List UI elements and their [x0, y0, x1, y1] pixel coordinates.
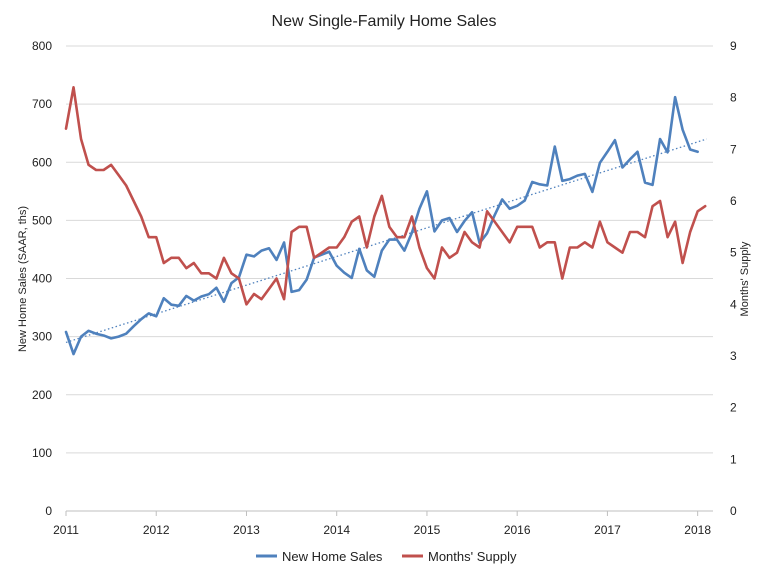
y-axis-right: 0 1 2 3 4 5 6 7 8 9	[730, 39, 737, 518]
y-left-tick-label: 800	[32, 39, 52, 53]
y-right-tick-label: 8	[730, 91, 737, 105]
y-right-tick-label: 1	[730, 452, 737, 466]
series-months-supply-line	[64, 86, 707, 306]
y-right-tick-label: 3	[730, 349, 737, 363]
x-tick-label: 2017	[594, 523, 621, 537]
y-axis-left-title: New Home Sales (SAAR, ths)	[17, 206, 29, 352]
y-left-tick-label: 400	[32, 272, 52, 286]
y-right-tick-label: 0	[730, 504, 737, 518]
legend: New Home Sales Months' Supply	[256, 549, 517, 564]
y-right-tick-label: 5	[730, 246, 737, 260]
gridlines	[66, 45, 713, 512]
y-left-tick-label: 600	[32, 155, 52, 169]
y-right-tick-label: 6	[730, 194, 737, 208]
x-tick-label: 2012	[143, 523, 170, 537]
x-tick-label: 2016	[504, 523, 531, 537]
series-layer	[64, 86, 707, 356]
y-right-tick-label: 9	[730, 39, 737, 53]
chart-title: New Single-Family Home Sales	[272, 13, 497, 30]
x-tick-label: 2013	[233, 523, 260, 537]
y-right-tick-label: 4	[730, 297, 737, 311]
y-left-tick-label: 100	[32, 446, 52, 460]
y-left-tick-label: 300	[32, 330, 52, 344]
x-axis: 2011 2012 2013 2014 2015 2016 2017 2018	[53, 510, 713, 537]
y-right-tick-label: 7	[730, 142, 737, 156]
series-new-home-sales-line	[64, 95, 699, 356]
y-left-tick-label: 0	[45, 504, 52, 518]
y-left-tick-label: 200	[32, 388, 52, 402]
y-axis-left: 0 100 200 300 400 500 600 700 800	[32, 39, 52, 518]
x-tick-label: 2018	[684, 523, 711, 537]
x-tick-label: 2011	[53, 523, 79, 537]
y-left-tick-label: 500	[32, 213, 52, 227]
trendline-new-home-sales	[65, 138, 707, 344]
x-tick-label: 2015	[414, 523, 441, 537]
y-left-tick-label: 700	[32, 97, 52, 111]
legend-sales-label: New Home Sales	[282, 549, 383, 564]
y-axis-right-title: Months' Supply	[739, 241, 751, 316]
legend-supply-label: Months' Supply	[428, 549, 517, 564]
x-tick-label: 2014	[323, 523, 350, 537]
y-right-tick-label: 2	[730, 401, 737, 415]
